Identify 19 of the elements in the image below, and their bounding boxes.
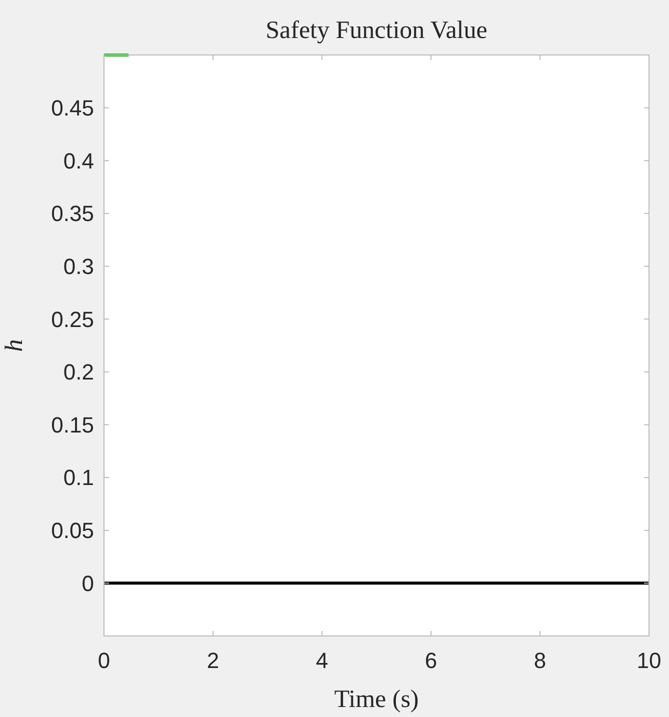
x-tick-label: 2 xyxy=(206,648,220,673)
x-tick-label: 4 xyxy=(316,648,328,673)
y-tick-label: 0 xyxy=(82,570,94,596)
x-tick-label: 8 xyxy=(534,648,546,673)
x-tick-label: 0 xyxy=(98,648,110,673)
x-axis-title: Time (s) xyxy=(334,686,419,713)
y-tick-label: 0.4 xyxy=(63,148,94,174)
x-tick-label: 10 xyxy=(636,648,662,673)
y-tick-label: 0.15 xyxy=(51,412,94,438)
y-tick-label: 0.1 xyxy=(63,465,94,490)
y-tick-label: 0.35 xyxy=(51,201,94,226)
y-tick-label: 0.25 xyxy=(51,306,94,332)
y-tick-label: 0.45 xyxy=(51,96,94,121)
y-tick-label: 0.2 xyxy=(63,360,94,385)
y-tick-label: 0.05 xyxy=(51,518,94,544)
y-axis-title: h xyxy=(1,339,28,352)
y-tick-label: 0.3 xyxy=(63,254,94,279)
x-tick-label: 6 xyxy=(424,648,438,673)
chart-title: Safety Function Value xyxy=(266,17,488,44)
